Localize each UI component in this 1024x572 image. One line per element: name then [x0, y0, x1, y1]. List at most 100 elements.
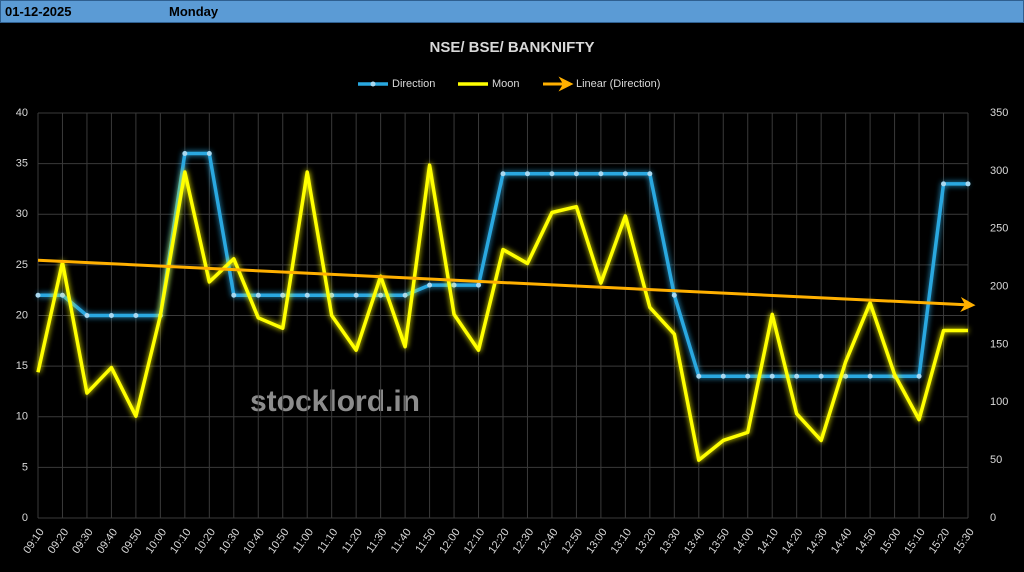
x-tick-label: 11:30	[364, 527, 389, 556]
series-marker	[59, 292, 65, 298]
x-tick-label: 12:10	[462, 527, 488, 556]
x-tick-label: 10:20	[193, 527, 219, 556]
x-tick-label: 14:10	[755, 527, 781, 556]
y2-tick-label: 200	[990, 280, 1008, 292]
series-marker	[573, 171, 579, 177]
series-marker	[524, 171, 530, 177]
x-tick-label: 09:10	[21, 527, 47, 556]
series-marker	[304, 292, 310, 298]
day: Monday	[169, 4, 219, 19]
series-marker	[329, 292, 335, 298]
chart: NSE/ BSE/ BANKNIFTY stocklord.in 0 5 10 15 2…	[16, 39, 1009, 556]
legend-label: Linear (Direction)	[576, 78, 660, 90]
legend-label: Direction	[392, 78, 435, 90]
y2-tick-label: 250	[990, 223, 1008, 235]
y2-tick-label: 300	[990, 165, 1008, 177]
x-tick-label: 10:40	[241, 527, 267, 556]
series-marker	[818, 373, 824, 379]
x-tick-label: 09:40	[95, 527, 121, 556]
x-tick-label: 11:50	[413, 527, 438, 556]
series-marker	[745, 373, 751, 379]
chart-title: NSE/ BSE/ BANKNIFTY	[429, 39, 594, 56]
y-tick-label: 5	[22, 461, 28, 473]
series-marker	[206, 151, 212, 156]
series-marker	[108, 313, 114, 318]
y-tick-label: 15	[16, 360, 28, 372]
x-tick-label: 10:00	[144, 527, 170, 556]
y2-tick-label: 0	[990, 512, 996, 524]
y2-tick-label: 150	[990, 338, 1008, 350]
series-marker	[476, 282, 482, 288]
series-marker	[500, 171, 506, 177]
series-marker	[549, 171, 555, 177]
series-marker	[378, 292, 384, 298]
series-marker	[647, 171, 653, 177]
series-marker	[280, 292, 286, 298]
x-tick-label: 10:50	[266, 527, 292, 556]
x-tick-label: 12:20	[486, 527, 512, 556]
series-marker	[133, 313, 139, 318]
x-tick-label: 11:40	[389, 527, 414, 556]
x-tick-label: 09:20	[46, 527, 72, 556]
x-tick-label: 14:00	[731, 527, 757, 556]
series-marker	[696, 373, 702, 379]
series-marker	[671, 292, 677, 298]
x-tick-label: 12:30	[511, 527, 537, 556]
legend-label: Moon	[492, 78, 520, 90]
x-tick-label: 15:00	[878, 527, 904, 556]
x-tick-label: 15:20	[927, 527, 953, 556]
series-marker	[353, 292, 359, 298]
x-tick-label: 12:50	[560, 527, 586, 556]
x-tick-label: 14:30	[804, 527, 830, 556]
series-marker	[769, 373, 775, 379]
x-tick-label: 15:10	[902, 527, 928, 556]
x-tick-label: 11:00	[291, 527, 316, 556]
series-marker	[427, 282, 433, 288]
x-tick-label: 13:40	[682, 527, 708, 556]
series-marker	[231, 292, 237, 298]
x-tick-label: 11:20	[340, 527, 365, 556]
series-marker	[720, 373, 726, 379]
series-marker	[598, 171, 604, 177]
series-marker	[916, 373, 922, 379]
series-marker	[622, 171, 628, 177]
x-tick-label: 10:10	[168, 527, 194, 556]
x-tick-label: 10:30	[217, 527, 243, 556]
x-tick-label: 14:20	[780, 527, 806, 556]
x-tick-label: 09:30	[70, 527, 96, 556]
header-bar: 01-12-2025 Monday	[0, 0, 1024, 23]
series-marker	[84, 313, 90, 318]
series-marker	[451, 282, 457, 288]
y-tick-label: 25	[16, 259, 28, 271]
x-tick-label: 12:00	[437, 527, 463, 556]
y-tick-label: 20	[16, 309, 28, 321]
x-tick-label: 09:50	[119, 527, 145, 556]
date: 01-12-2025	[5, 4, 72, 19]
x-tick-label: 13:10	[609, 527, 635, 556]
x-tick-label: 14:50	[853, 527, 879, 556]
y2-tick-label: 50	[990, 454, 1002, 466]
y-tick-label: 0	[22, 512, 28, 524]
x-tick-label: 11:10	[315, 527, 340, 556]
series-marker	[941, 181, 947, 187]
legend-marker	[370, 81, 376, 87]
y2-tick-label: 350	[990, 107, 1008, 119]
series-marker	[965, 181, 971, 187]
series-marker	[843, 373, 849, 379]
series-marker	[794, 373, 800, 379]
x-tick-label: 13:50	[706, 527, 732, 556]
watermark: stocklord.in	[250, 385, 420, 418]
series-marker	[35, 292, 41, 298]
series-line	[36, 163, 968, 462]
series-marker	[867, 373, 873, 379]
x-tick-label: 13:00	[584, 527, 610, 556]
series-marker	[255, 292, 261, 298]
trendline	[37, 258, 976, 312]
y-tick-label: 10	[16, 411, 28, 423]
series-marker	[182, 151, 188, 156]
y-tick-label: 30	[16, 208, 28, 220]
x-tick-label: 13:30	[658, 527, 684, 556]
y-tick-label: 40	[16, 107, 28, 119]
y2-tick-label: 100	[990, 396, 1008, 408]
series-marker	[402, 292, 408, 298]
